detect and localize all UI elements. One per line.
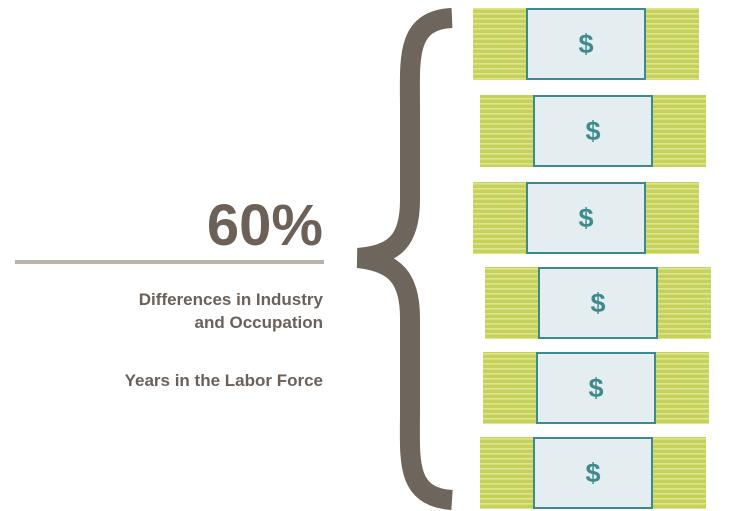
dollar-sign: $ — [578, 203, 593, 233]
factor: Years in the Labor Force — [125, 371, 323, 390]
factor: and Occupation — [195, 313, 323, 332]
bill-center — [533, 437, 653, 509]
bill-center — [533, 95, 653, 167]
headline: 60% — [207, 193, 323, 258]
dollar-sign: $ — [578, 29, 593, 59]
dollar-sign: $ — [588, 373, 603, 403]
bill-center — [526, 182, 646, 254]
bill-center — [526, 8, 646, 80]
factor: Differences in Industry — [139, 290, 324, 309]
brace — [356, 8, 454, 510]
bill-center — [536, 352, 656, 424]
dollar-sign: $ — [585, 458, 600, 488]
bill-center — [538, 267, 658, 339]
dollar-sign: $ — [585, 116, 600, 146]
dollar-sign: $ — [590, 288, 605, 318]
